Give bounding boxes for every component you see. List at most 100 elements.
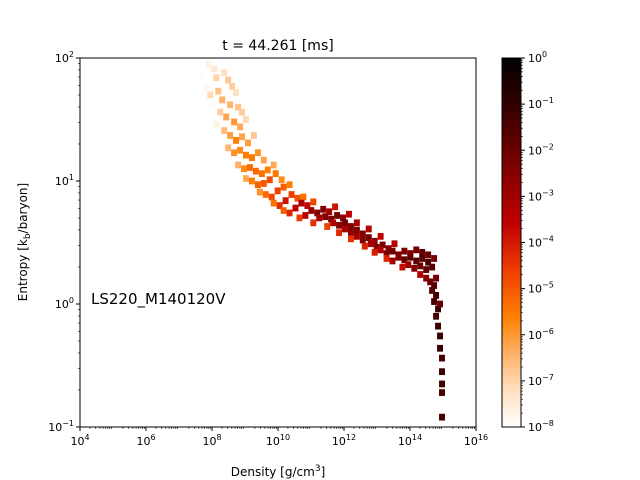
- x-axis-label: Density [g/cm3]: [231, 464, 326, 479]
- heatmap-cell: [437, 300, 443, 308]
- heatmap-cell: [435, 305, 442, 313]
- heatmap-cell: [260, 156, 267, 164]
- x-tick-label: 1016: [464, 433, 488, 448]
- chart-title: t = 44.261 [ms]: [222, 38, 333, 54]
- heatmap-cell: [332, 203, 339, 211]
- y-axis-label-main: Entropy [k: [16, 239, 30, 301]
- heatmap-cell: [439, 354, 445, 362]
- heatmap-cell: [225, 144, 232, 152]
- heatmap-cell: [258, 170, 265, 177]
- heatmap-cell: [401, 256, 408, 264]
- heatmap-cell: [427, 278, 434, 286]
- heatmap-cell: [353, 226, 360, 234]
- x-axis-ticks: 104 106 108 1010 1012 1014 1016: [70, 427, 488, 448]
- x-axis-label-superscript: 3: [315, 464, 321, 474]
- heatmap-cell: [215, 87, 222, 95]
- heatmap-cell: [385, 245, 392, 253]
- heatmap-cell: [278, 176, 285, 184]
- heatmap-cell: [389, 257, 396, 265]
- y-axis-ticks: 10−1 100 101 102: [48, 50, 80, 434]
- heatmap-cell: [254, 149, 261, 157]
- heatmap-cell: [199, 71, 206, 79]
- heatmap-cell: [439, 413, 445, 421]
- heatmap-cell: [235, 103, 242, 111]
- x-axis-label-tail: ]: [321, 465, 326, 479]
- heatmap-cell: [439, 389, 445, 396]
- heatmap-cell: [439, 380, 445, 388]
- heatmap-cell: [429, 263, 436, 271]
- heatmap-cell: [246, 164, 253, 171]
- heatmap-cell: [252, 167, 259, 175]
- x-tick-label: 1010: [266, 433, 290, 448]
- heatmap-cell: [211, 65, 218, 73]
- heatmap-cell: [377, 232, 384, 240]
- heatmap-cell: [383, 255, 390, 262]
- heatmap-cell: [371, 237, 378, 245]
- heatmap-cell: [310, 198, 317, 206]
- heatmap-cell: [237, 123, 244, 131]
- heatmap-cell: [248, 177, 255, 185]
- heatmap-cell: [286, 209, 293, 217]
- heatmap-cell: [419, 255, 426, 262]
- colorbar-tick-label: 10−2: [528, 142, 554, 157]
- y-tick-label: 100: [55, 296, 74, 311]
- heatmap-cell: [205, 60, 212, 68]
- heatmap-cell: [330, 219, 337, 227]
- heatmap-cell: [243, 116, 249, 123]
- x-tick-label: 1014: [398, 433, 422, 448]
- y-axis-label-subscript: b: [23, 233, 33, 239]
- heatmap-cell: [439, 368, 445, 376]
- x-axis-label-main: Density [g/cm: [231, 465, 315, 479]
- heatmap-cell: [336, 221, 343, 229]
- heatmap-cell: [223, 113, 230, 121]
- heatmap-cell: [322, 213, 329, 221]
- x-tick-label: 106: [136, 433, 155, 448]
- heatmap-cell: [347, 223, 354, 230]
- heatmap-cell: [268, 193, 275, 201]
- heatmap-cell: [248, 154, 255, 162]
- heatmap-cell: [359, 236, 366, 244]
- heatmap-cell: [345, 210, 352, 218]
- heatmap-cell: [431, 282, 438, 289]
- heatmap-cell: [217, 108, 224, 116]
- heatmap-cell: [419, 248, 426, 256]
- heatmap-cell: [239, 108, 245, 116]
- heatmap-cell: [405, 261, 412, 269]
- heatmap-cell: [353, 232, 360, 240]
- y-tick-label: 101: [55, 173, 74, 188]
- heatmap-cell: [270, 199, 277, 207]
- heatmap-cell: [336, 229, 343, 237]
- colorbar-tick-label: 10−1: [528, 96, 554, 111]
- heatmap-cell: [237, 146, 244, 154]
- heatmap-cell: [276, 202, 283, 209]
- heatmap-cell: [371, 248, 378, 256]
- heatmap-cell: [435, 322, 442, 330]
- heatmap-cell: [233, 137, 240, 144]
- heatmap-cell: [413, 246, 420, 254]
- heatmap-cell: [304, 202, 311, 209]
- colorbar-tick-label: 10−4: [528, 235, 554, 250]
- heatmap-cell: [272, 170, 279, 177]
- heatmap-cell: [324, 223, 331, 230]
- heatmap-cell: [227, 132, 234, 139]
- colorbar: [501, 57, 522, 428]
- heatmap-cell: [245, 139, 251, 147]
- heatmap-cell: [342, 225, 348, 233]
- colorbar-tick-label: 10−7: [528, 373, 554, 388]
- heatmap-cell: [425, 258, 432, 266]
- heatmap-cell: [225, 76, 232, 84]
- plot-frame: [79, 57, 477, 428]
- heatmap-cell: [197, 58, 204, 66]
- heatmap-cell: [413, 257, 420, 265]
- heatmap-cell: [213, 74, 220, 82]
- heatmap-cell: [367, 240, 374, 248]
- colorbar-tick-label: 10−8: [528, 419, 554, 434]
- heatmap-cell: [270, 161, 277, 169]
- heatmap-cell: [294, 194, 301, 202]
- colorbar-tick-label: 10−3: [528, 188, 554, 203]
- heatmap-cell: [342, 219, 348, 227]
- heatmap-cell: [260, 180, 267, 187]
- heatmap-cell: [391, 240, 398, 248]
- heatmap-cell: [353, 219, 360, 227]
- heatmap-cell: [203, 84, 210, 91]
